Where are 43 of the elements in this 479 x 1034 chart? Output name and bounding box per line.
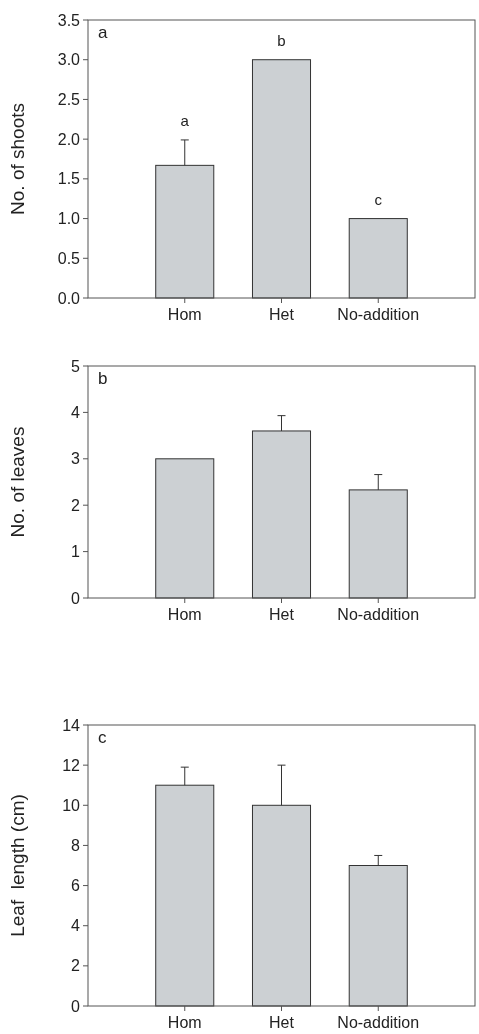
bar (348, 218, 408, 299)
x-tick-label: Hom (167, 306, 202, 323)
y-tick-label: 3.5 (57, 11, 81, 29)
y-tick-label: 0 (71, 997, 81, 1015)
x-tick-label: Hom (167, 1014, 202, 1031)
chart-title: b (98, 369, 108, 388)
y-tick-label: 1.0 (57, 210, 81, 228)
bar (155, 458, 215, 599)
chart-title: a (98, 23, 108, 42)
x-tick-label: Het (269, 606, 295, 623)
y-tick-label: 0.0 (57, 289, 81, 307)
y-tick-label: 3 (71, 450, 81, 468)
x-tick-label: No-addition (337, 606, 420, 623)
y-tick-label: 3.0 (57, 51, 81, 69)
y-tick-label: 8 (71, 837, 81, 855)
y-axis-title: Leaf length (cm) (7, 794, 28, 937)
x-tick-label: Hom (167, 606, 202, 623)
bar (251, 59, 312, 299)
y-tick-label: 12 (62, 756, 81, 774)
y-tick-label: 14 (62, 716, 81, 734)
y-axis-title: No. of shoots (7, 103, 28, 215)
x-tick-label: No-addition (337, 306, 420, 323)
x-tick-label: Het (269, 306, 295, 323)
y-tick-label: 4 (71, 404, 81, 421)
y-tick-label: 6 (71, 877, 81, 895)
annotation: b (277, 31, 286, 49)
y-tick-label: 0 (71, 589, 81, 607)
annotation: c (374, 190, 383, 208)
y-tick-label: 2.5 (57, 91, 81, 109)
annotation: a (180, 111, 190, 129)
y-tick-label: 10 (62, 796, 81, 814)
y-tick-label: 4 (71, 917, 81, 935)
x-tick-label: No-addition (337, 1014, 420, 1031)
y-tick-label: 2.0 (57, 130, 81, 148)
y-tick-label: 2 (71, 957, 81, 975)
chart-title: c (98, 728, 107, 747)
y-tick-label: 1.5 (57, 170, 81, 188)
x-tick-label: Het (269, 1014, 295, 1031)
y-axis-title: No. of leaves (7, 426, 28, 538)
y-tick-label: 2 (71, 496, 81, 514)
y-tick-label: 5 (71, 357, 81, 375)
y-tick-label: 0.5 (57, 249, 81, 267)
y-tick-label: 1 (71, 543, 81, 561)
